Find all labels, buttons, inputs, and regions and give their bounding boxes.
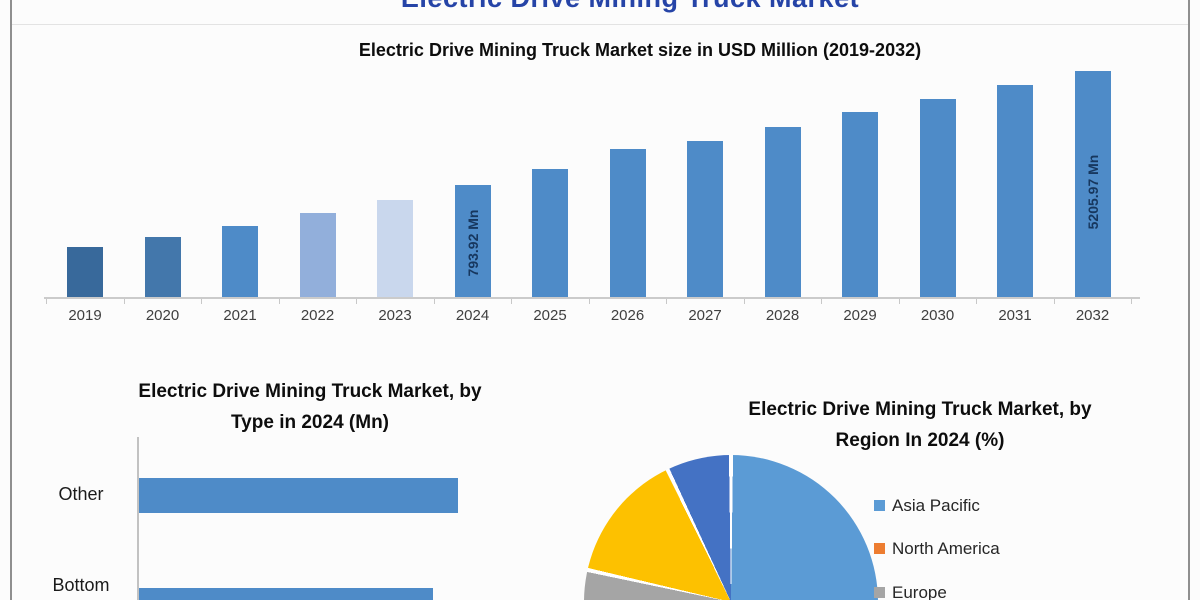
page-border-left [10, 0, 12, 600]
bar-2019 [67, 247, 103, 297]
bar-2022 [299, 213, 336, 297]
x-axis-tick [201, 299, 203, 304]
legend-row-north-america: North America [874, 539, 1094, 563]
legend-marker-icon [874, 587, 885, 598]
year-label-2019: 2019 [68, 307, 102, 324]
legend-row-europe: Europe [874, 583, 1094, 600]
x-axis-tick [666, 299, 668, 304]
bar-value-label: 5205.97 Mn [1084, 154, 1101, 230]
bar-2026 [609, 149, 646, 297]
legend-row-asia-pacific: Asia Pacific [874, 496, 1094, 520]
x-axis-tick [588, 299, 590, 304]
x-axis-tick [123, 299, 125, 304]
year-label-2026: 2026 [610, 307, 645, 324]
page-heading: Electric Drive Mining Truck Market [0, 0, 1200, 14]
year-label-2028: 2028 [765, 307, 800, 324]
type-y-axis [137, 437, 139, 600]
region-chart-title: Electric Drive Mining Truck Market, by R… [660, 394, 1180, 456]
bar-2032 [1074, 71, 1111, 297]
x-axis-tick [821, 299, 823, 304]
x-axis-tick [1053, 299, 1055, 304]
type-chart-title-line1: Electric Drive Mining Truck Market, by [138, 381, 482, 402]
type-chart-title: Electric Drive Mining Truck Market, by T… [60, 376, 560, 438]
x-axis-tick [976, 299, 978, 304]
legend-label: Asia Pacific [892, 496, 980, 515]
bar-2028 [764, 127, 801, 297]
bar-2023 [377, 200, 413, 297]
year-label-2023: 2023 [378, 307, 412, 324]
legend-label: Europe [892, 583, 947, 600]
x-axis-tick [511, 299, 513, 304]
year-label-2025: 2025 [533, 307, 567, 324]
x-axis-tick [898, 299, 900, 304]
year-label-2027: 2027 [688, 307, 722, 324]
bar-2020 [144, 237, 181, 297]
type-chart-title-line2: Type in 2024 (Mn) [230, 412, 389, 433]
type-label-bottom: Bottom [52, 575, 110, 595]
x-axis-tick [743, 299, 745, 304]
year-label-2022: 2022 [300, 307, 335, 324]
x-axis-tick [433, 299, 435, 304]
bar-2030 [919, 99, 956, 297]
x-axis-tick [278, 299, 280, 304]
year-label-2020: 2020 [145, 307, 180, 324]
type-label-other: Other [58, 484, 104, 504]
main-chart-title: Electric Drive Mining Truck Market size … [358, 40, 922, 60]
heading-divider [12, 24, 1188, 25]
type-bar-bottom [139, 588, 433, 600]
year-label-2030: 2030 [920, 307, 955, 324]
region-chart-title-line1: Electric Drive Mining Truck Market, by [748, 399, 1092, 420]
year-label-2021: 2021 [223, 307, 257, 324]
page-border-right [1188, 0, 1190, 600]
x-axis-tick [46, 299, 48, 304]
bar-2024 [454, 185, 491, 297]
bar-2029 [842, 112, 878, 297]
bar-2031 [997, 85, 1033, 297]
year-label-2024: 2024 [455, 307, 490, 324]
bar-2021 [222, 226, 258, 297]
x-axis-line [44, 297, 1140, 299]
bar-2025 [532, 169, 568, 297]
year-label-2029: 2029 [843, 307, 877, 324]
x-axis-tick [1131, 299, 1133, 304]
year-label-2032: 2032 [1075, 307, 1110, 324]
region-chart-title-line2: Region In 2024 (%) [835, 430, 1005, 451]
legend-marker-icon [874, 543, 885, 554]
legend-marker-icon [874, 500, 885, 511]
legend-label: North America [892, 539, 1000, 558]
region-pie-chart [584, 455, 878, 600]
bar-value-label: 793.92 Mn [464, 209, 481, 277]
x-axis-tick [356, 299, 358, 304]
bar-2027 [687, 141, 723, 297]
year-label-2031: 2031 [998, 307, 1032, 324]
type-bar-other [139, 478, 458, 513]
